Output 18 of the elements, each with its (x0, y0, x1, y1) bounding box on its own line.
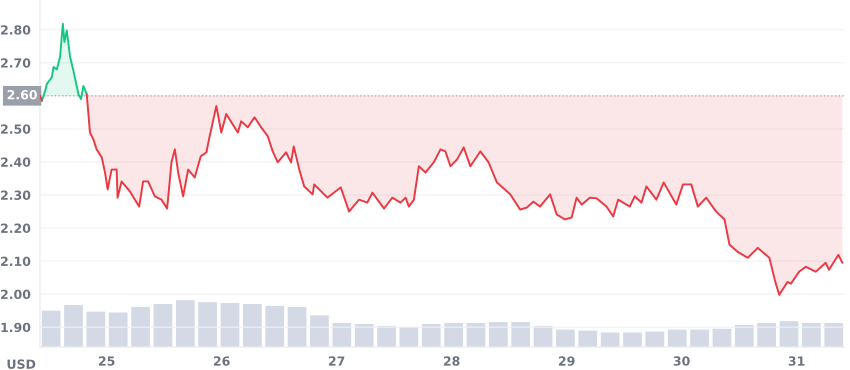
x-tick-label: 31 (788, 356, 804, 366)
y-tick-label: 2.50 (1, 124, 30, 134)
ref-line-label: 2.60 (8, 90, 37, 100)
x-tick-label: 25 (98, 356, 114, 366)
y-tick-label: 2.70 (1, 58, 30, 68)
x-tick-label: 26 (214, 356, 230, 366)
x-tick-label: 29 (558, 356, 575, 366)
y-tick-label: 2.80 (1, 25, 30, 35)
y-tick-label: 2.00 (1, 290, 30, 300)
x-tick-label: 27 (328, 356, 344, 366)
y-axis-title: USD (8, 359, 36, 369)
y-tick-label: 2.20 (1, 224, 30, 233)
y-tick-label: 1.90 (1, 322, 30, 332)
x-tick-label: 28 (444, 356, 460, 366)
y-tick-label: 2.40 (1, 157, 30, 167)
y-tick-label: 2.30 (1, 190, 30, 200)
x-tick-label: 30 (674, 356, 690, 366)
y-tick-label: 2.10 (1, 256, 30, 266)
